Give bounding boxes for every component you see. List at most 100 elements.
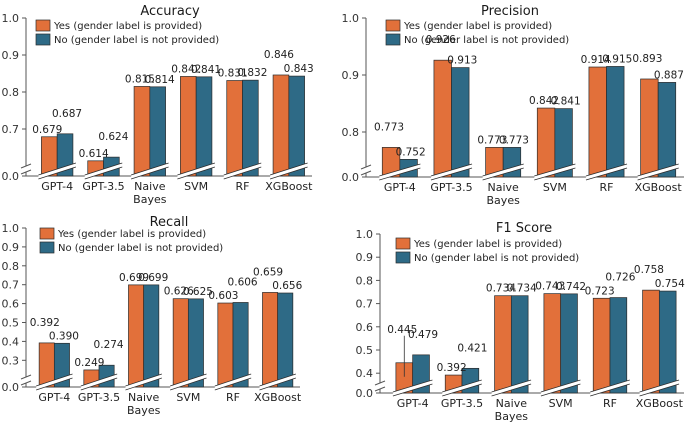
bar-no xyxy=(510,295,529,394)
data-label-no: 0.752 xyxy=(396,146,426,158)
legend: Yes (gender label is provided) No (gender… xyxy=(35,19,219,46)
x-tick-label: Naive xyxy=(128,391,160,404)
y-tick-label: 0.5 xyxy=(356,344,374,357)
bar-break-stripe xyxy=(270,163,308,179)
bar-yes xyxy=(642,289,660,394)
bar-break-stripe xyxy=(38,163,76,179)
bar-break-edge xyxy=(177,166,216,180)
bar-yes xyxy=(640,78,659,178)
data-label-yes: 0.773 xyxy=(477,134,507,146)
bar-break-edge xyxy=(38,162,77,176)
bar-yes xyxy=(543,293,562,394)
bar-yes xyxy=(588,66,607,178)
data-label-yes: 0.914 xyxy=(581,54,611,66)
chart-panel-recall: Recall 0.0 0.3 0.4 0.5 0.6 0.7 0.8 0.9 1.0 GPT-4 GP… xyxy=(2,215,303,417)
x-tick-label: GPT-3.5 xyxy=(430,181,472,194)
bar-no xyxy=(658,290,677,394)
x-tick-label: GPT-3.5 xyxy=(82,180,124,193)
bar-break-edge xyxy=(590,379,630,393)
y-tick-label: 0.5 xyxy=(2,317,20,330)
bar-break-edge xyxy=(259,377,296,391)
bar-break-stripe xyxy=(482,164,524,180)
legend-swatch-yes xyxy=(35,19,51,32)
x-tick-label: SVM xyxy=(549,397,573,410)
x-tick-label: GPT-4 xyxy=(41,180,73,193)
bar-break-edge xyxy=(637,163,679,177)
bar-break-stripe xyxy=(430,164,473,180)
x-tick-label: XGBoost xyxy=(636,397,684,410)
data-label-yes: 0.392 xyxy=(30,317,60,329)
bar-break-edge xyxy=(170,377,207,391)
bar-break-edge xyxy=(392,379,433,393)
bar-break-stripe xyxy=(637,164,679,180)
bar-yes xyxy=(592,297,611,394)
bar-break-edge xyxy=(491,379,532,393)
legend: Yes (gender label is provided) No (gender… xyxy=(385,19,569,46)
y-tick-label: 0.8 xyxy=(356,274,374,287)
legend-swatch-no xyxy=(395,251,411,264)
legend-swatch-no xyxy=(39,241,55,254)
axis-break-mark xyxy=(360,170,372,176)
bar-break-edge xyxy=(80,377,118,391)
y-tick-label: 0.4 xyxy=(2,335,20,348)
x-tick-label: RF xyxy=(600,181,614,194)
bar-no xyxy=(149,86,166,177)
data-label-yes: 0.699 xyxy=(119,272,149,284)
data-label-yes: 0.831 xyxy=(218,68,248,80)
bar-break-edge xyxy=(540,383,581,397)
bar-break-edge xyxy=(214,377,252,391)
x-tick-label: XGBoost xyxy=(254,391,302,404)
bar-break-edge xyxy=(639,379,680,393)
axis-break-mark xyxy=(360,164,372,170)
bar-break-edge xyxy=(36,377,73,391)
bar-break-stripe xyxy=(442,380,482,396)
data-label-yes: 0.659 xyxy=(253,266,283,278)
legend-label-yes: Yes (gender label is provided) xyxy=(413,239,562,250)
legend-swatch-no xyxy=(385,33,401,46)
data-label-yes: 0.603 xyxy=(208,290,238,302)
legend-swatch-yes xyxy=(385,19,401,32)
bar-break-edge xyxy=(540,379,581,393)
x-tick-label: SVM xyxy=(543,181,567,194)
bar-break-edge xyxy=(491,383,532,397)
bar-break-edge xyxy=(84,166,123,180)
bar-break-stripe xyxy=(639,380,680,396)
data-label-no: 0.390 xyxy=(49,330,79,342)
axis-break-mark xyxy=(20,374,32,380)
data-label-no: 0.606 xyxy=(228,276,258,288)
bar-break-stripe xyxy=(125,374,162,390)
data-label-yes: 0.614 xyxy=(79,148,109,160)
data-label-no: 0.274 xyxy=(94,339,124,351)
data-label-no: 0.479 xyxy=(408,329,438,341)
legend-swatch-yes xyxy=(39,227,55,240)
data-label-no: 0.754 xyxy=(655,278,685,290)
y-tick-label: 0.0 xyxy=(2,170,20,183)
data-label-yes: 0.743 xyxy=(535,281,565,293)
x-tick-label: GPT-3.5 xyxy=(78,391,120,404)
bar-break-edge xyxy=(442,383,482,397)
bar-break-edge xyxy=(214,373,252,387)
data-label-yes: 0.846 xyxy=(264,49,294,61)
data-label-yes: 0.842 xyxy=(529,95,559,107)
bar-break-edge xyxy=(125,373,162,387)
y-tick-label: 1.0 xyxy=(342,12,360,25)
bar-no xyxy=(657,82,677,178)
bar-break-stripe xyxy=(585,164,628,180)
bar-no xyxy=(232,302,249,388)
chart-panel-precision: Precision 0.0 0.8 0.9 1.0 GPT-4 GPT-3.5 NaiveBa… xyxy=(342,4,684,207)
bar-yes xyxy=(217,302,234,388)
bar-break-stripe xyxy=(259,374,296,390)
x-tick-label: XGBoost xyxy=(265,180,313,193)
bar-break-edge xyxy=(482,167,524,181)
axis-break-mark xyxy=(374,380,386,386)
legend-label-no: No (gender label is not provided) xyxy=(404,35,569,46)
axis-break-mark xyxy=(20,163,32,169)
chart-panel-accuracy: Accuracy 0.0 0.7 0.8 0.9 1.0 GPT-4 GPT-3.5 Naive… xyxy=(2,4,314,206)
bar-break-edge xyxy=(482,163,524,177)
y-tick-label: 1.0 xyxy=(2,12,20,25)
chart-title: F1 Score xyxy=(496,221,552,236)
data-label-no: 0.699 xyxy=(138,272,168,284)
data-label-no: 0.832 xyxy=(237,67,267,79)
bar-break-stripe xyxy=(36,374,73,390)
